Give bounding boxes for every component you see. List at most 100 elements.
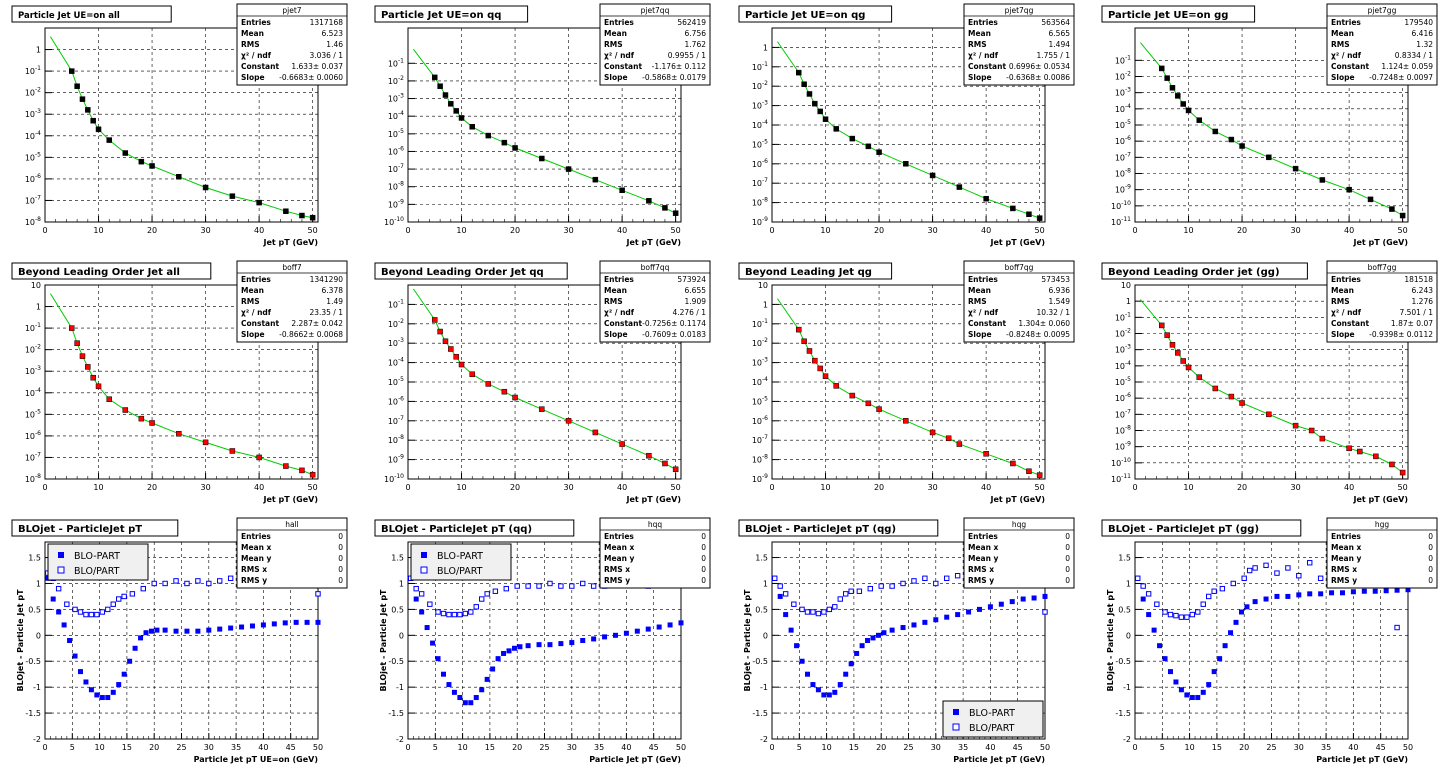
stats-value: 0.6996± 0.0534 xyxy=(1009,62,1070,71)
stats-box xyxy=(963,3,1075,86)
y-tick-exponent: -7 xyxy=(762,434,768,441)
data-point-filled xyxy=(944,614,950,620)
data-point xyxy=(822,373,829,379)
y-tick-label: 10-8 xyxy=(752,197,768,208)
y-tick-label: 10-4 xyxy=(1115,360,1131,371)
y-tick-label: 10-9 xyxy=(752,473,768,484)
y-tick-label: 1 xyxy=(36,46,41,55)
data-point-open xyxy=(1285,565,1291,571)
y-tick-label: 10-7 xyxy=(1115,151,1131,162)
x-tick-label: 20 xyxy=(147,483,157,492)
x-axis-label: Jet pT (GeV) xyxy=(263,495,318,504)
y-tick-label: 10-4 xyxy=(388,110,404,121)
x-tick-label: 50 xyxy=(671,226,681,235)
y-tick-exponent: -5 xyxy=(398,128,404,135)
stats-key: Slope xyxy=(968,330,992,339)
data-point xyxy=(565,166,572,172)
y-axis-label: BLOjet - Particle Jet pT xyxy=(16,589,25,692)
data-point xyxy=(95,126,102,133)
legend-box xyxy=(47,543,149,581)
y-tick-label: 10-10 xyxy=(1111,457,1131,468)
x-tick-label: 20 xyxy=(147,226,157,235)
y-tick-label: 10-5 xyxy=(25,408,41,419)
data-point-open xyxy=(933,580,939,587)
y-tick-exponent: -5 xyxy=(398,376,404,383)
stats-name: boff7qq xyxy=(641,263,670,272)
data-point xyxy=(822,116,829,122)
chart-title: BLOjet - ParticleJet pT (qg) xyxy=(745,524,896,535)
data-point-open xyxy=(206,580,212,587)
stats-key: Mean xyxy=(604,286,627,295)
data-point-filled xyxy=(105,695,111,701)
title-box xyxy=(374,519,575,537)
y-tick-label: 1 xyxy=(1126,297,1131,306)
data-point xyxy=(806,348,813,354)
data-point xyxy=(1169,85,1176,91)
stats-key: Mean xyxy=(241,286,264,295)
stats-key: RMS xyxy=(604,297,623,306)
data-point xyxy=(138,158,145,165)
chart-panel: 0 5 10 15 20 25 30 35 40 45 50 -2 -1.5 -1 -0.5 0 0.5 1 1.5… xyxy=(1101,517,1438,764)
x-tick-label: 0 xyxy=(405,743,410,752)
data-point xyxy=(1180,101,1186,107)
data-point-filled xyxy=(1020,596,1026,602)
data-point-filled xyxy=(83,679,89,685)
y-tick-label: 0 xyxy=(1126,631,1131,640)
y-tick-label: 10-3 xyxy=(1115,87,1131,98)
stats-value: 6.523 xyxy=(322,29,344,38)
data-point-filled xyxy=(612,632,618,638)
data-point-open xyxy=(457,611,463,618)
y-tick-exponent: -1 xyxy=(35,65,41,72)
data-point xyxy=(817,365,823,372)
y-tick-exponent: -3 xyxy=(762,357,768,364)
stats-value: -1.176± 0.112 xyxy=(652,62,707,71)
y-tick-label: 10-1 xyxy=(752,318,768,329)
data-point xyxy=(299,212,305,219)
y-tick-label: -2 xyxy=(33,735,41,744)
x-tick-label: 30 xyxy=(200,226,210,235)
y-axis-label: BLOjet - Particle Jet pT xyxy=(379,589,388,692)
stats-key: Mean y xyxy=(241,554,272,563)
y-tick-label: 10-6 xyxy=(388,395,404,406)
data-point-open xyxy=(900,580,906,587)
data-point xyxy=(1185,107,1192,114)
data-point xyxy=(90,117,96,124)
data-point-filled xyxy=(506,648,512,654)
data-point-filled xyxy=(911,622,917,628)
stats-value: 1.755 / 1 xyxy=(1036,51,1070,60)
chart-title: Particle Jet UE=on gg xyxy=(1108,10,1228,21)
y-tick-exponent: -5 xyxy=(1125,119,1131,126)
data-point-open xyxy=(1200,601,1206,607)
y-tick-exponent: -3 xyxy=(35,108,41,115)
data-point-filled xyxy=(536,642,542,648)
data-point-open xyxy=(151,580,157,587)
data-point-filled xyxy=(206,627,212,633)
y-tick-label: 10-8 xyxy=(25,216,41,227)
stats-value: 0.9955 / 1 xyxy=(668,51,707,60)
y-tick-label: 10-4 xyxy=(388,357,404,368)
y-tick-label: 0 xyxy=(763,631,768,640)
stats-value: 563564 xyxy=(1041,18,1070,27)
data-point xyxy=(1228,136,1235,143)
y-tick-label: -1 xyxy=(760,683,768,692)
data-point-filled xyxy=(473,695,479,701)
data-point-filled xyxy=(794,643,800,649)
data-point xyxy=(1389,461,1395,468)
y-tick-exponent: -9 xyxy=(762,216,768,223)
stats-key: RMS xyxy=(604,40,623,49)
stats-key: RMS xyxy=(241,40,260,49)
data-point xyxy=(806,91,813,97)
title-box xyxy=(11,519,179,537)
y-tick-exponent: -7 xyxy=(35,451,41,458)
data-point xyxy=(983,195,989,202)
stats-value: 4.276 / 1 xyxy=(672,308,706,317)
data-point-open xyxy=(590,583,597,589)
title-box xyxy=(374,262,568,280)
x-tick-label: 50 xyxy=(1398,483,1408,492)
stats-value: 6.655 xyxy=(685,286,707,295)
data-point-open xyxy=(503,585,509,592)
y-tick-exponent: -4 xyxy=(762,376,768,383)
data-point-filled xyxy=(870,635,876,641)
x-tick-label: 50 xyxy=(1403,743,1413,752)
x-tick-label: 40 xyxy=(617,483,627,492)
